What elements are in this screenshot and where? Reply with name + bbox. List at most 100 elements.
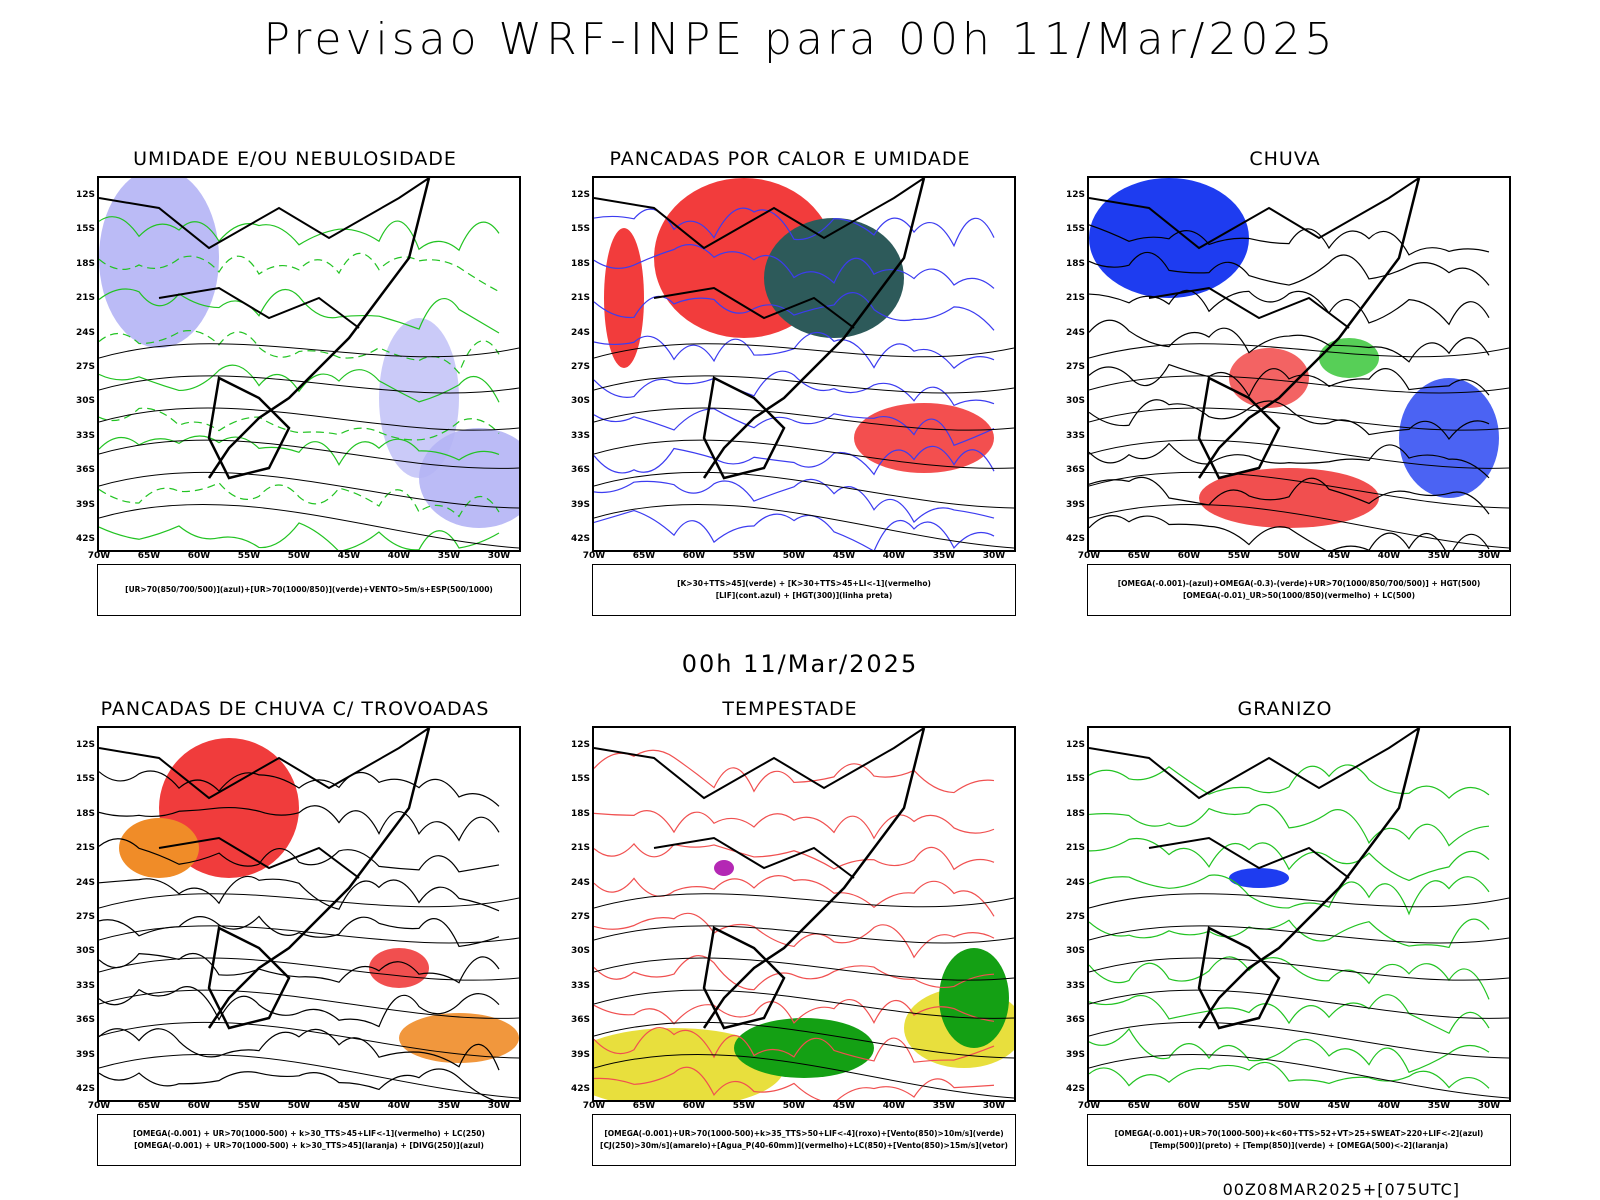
lat-tick-label: 30S bbox=[570, 946, 590, 957]
height-line bbox=[99, 503, 519, 549]
lon-tick-label: 30W bbox=[982, 551, 1006, 561]
height-line bbox=[1089, 375, 1509, 394]
lat-tick-label: 21S bbox=[1065, 293, 1085, 304]
lat-tick-label: 30S bbox=[75, 396, 95, 407]
border-line bbox=[1148, 836, 1350, 879]
lat-tick-label: 27S bbox=[570, 362, 590, 372]
lon-tick-label: 30W bbox=[1477, 551, 1501, 561]
height-line bbox=[99, 1053, 519, 1099]
lat-tick-label: 33S bbox=[570, 980, 590, 991]
coastline bbox=[702, 728, 926, 1029]
lat-tick-label: 36S bbox=[1065, 1015, 1085, 1026]
panel-title: PANCADAS DE CHUVA C/ TROVOADAS bbox=[100, 698, 490, 720]
contour-line bbox=[594, 842, 995, 871]
contour-line bbox=[99, 364, 500, 403]
lat-tick-label: 42S bbox=[570, 534, 590, 544]
contour-line bbox=[594, 332, 995, 369]
legend-line-2: [OMEGA(-0.01)_UR>50(1000/850)(vermelho) … bbox=[1182, 591, 1416, 600]
height-line bbox=[594, 893, 1014, 909]
lon-tick-label: 50W bbox=[287, 551, 311, 561]
lat-tick-label: 42S bbox=[570, 1084, 590, 1094]
lon-tick-label: 60W bbox=[187, 551, 211, 561]
lat-tick-label: 24S bbox=[75, 327, 95, 338]
legend-line-1: [OMEGA(-0.001)+UR>70(1000-500)+k<60+TTS>… bbox=[1114, 1129, 1484, 1138]
lat-tick-label: 24S bbox=[1065, 327, 1085, 338]
lon-tick-label: 65W bbox=[1127, 551, 1151, 561]
legend-line-2: [Temp(500)](preto) + [Temp(850)](verde) … bbox=[1149, 1141, 1449, 1150]
height-line bbox=[594, 503, 1014, 549]
lon-tick-label: 55W bbox=[732, 551, 756, 561]
wind-area bbox=[734, 1018, 874, 1078]
border-line bbox=[99, 728, 430, 800]
lon-tick-label: 45W bbox=[832, 1101, 856, 1111]
thunderstorm-area bbox=[399, 1013, 519, 1063]
legend-line-2: [OMEGA(-0.001) + UR>70(1000-500) + k>30_… bbox=[134, 1141, 484, 1150]
lon-tick-label: 45W bbox=[832, 551, 856, 561]
contour-line bbox=[99, 770, 500, 807]
contour-line bbox=[594, 445, 995, 476]
valid-time-subtitle: 00h 11/Mar/2025 bbox=[681, 650, 919, 678]
lat-tick-label: 33S bbox=[75, 980, 95, 991]
lat-tick-label: 36S bbox=[75, 465, 95, 476]
contour-line bbox=[1089, 994, 1490, 1035]
lat-tick-label: 39S bbox=[1065, 1049, 1085, 1060]
map-canvas bbox=[1089, 178, 1509, 550]
lat-tick-label: 18S bbox=[1065, 258, 1085, 269]
contour-line bbox=[594, 509, 995, 550]
lon-tick-label: 35W bbox=[932, 1101, 956, 1111]
lat-tick-label: 12S bbox=[1065, 740, 1085, 750]
panel-legend: [UR>70(850/700/500)](azul)+[UR>70(1000/8… bbox=[97, 564, 521, 616]
wind-area bbox=[939, 948, 1009, 1048]
height-line bbox=[99, 439, 519, 469]
height-line bbox=[1089, 1021, 1509, 1059]
lon-tick-label: 45W bbox=[337, 1101, 361, 1111]
contour-line bbox=[99, 838, 500, 873]
panel-title: GRANIZO bbox=[1237, 698, 1333, 720]
lat-tick-label: 42S bbox=[1065, 1084, 1085, 1094]
contour-line bbox=[1089, 251, 1490, 286]
border-line bbox=[207, 926, 291, 1030]
lon-tick-label: 65W bbox=[137, 1101, 161, 1111]
contour-line bbox=[99, 522, 500, 550]
lon-tick-label: 35W bbox=[1427, 551, 1451, 561]
border-line bbox=[1148, 286, 1350, 329]
height-line bbox=[594, 375, 1014, 394]
height-line bbox=[1089, 893, 1509, 909]
border-line bbox=[702, 376, 786, 480]
border-line bbox=[1197, 926, 1281, 1030]
lat-tick-label: 12S bbox=[75, 740, 95, 750]
lat-tick-label: 12S bbox=[1065, 190, 1085, 200]
height-line bbox=[1089, 503, 1509, 549]
lat-tick-label: 15S bbox=[75, 224, 95, 235]
legend-line-2: [LIF](cont.azul) + [HGT(300)](linha pret… bbox=[715, 591, 893, 600]
contour-line bbox=[594, 912, 995, 959]
lon-tick-label: 55W bbox=[732, 1101, 756, 1111]
lon-tick-label: 60W bbox=[682, 1101, 706, 1111]
lat-tick-label: 12S bbox=[75, 190, 95, 200]
lon-tick-label: 50W bbox=[287, 1101, 311, 1111]
convective-area bbox=[854, 403, 994, 473]
lat-tick-label: 27S bbox=[1065, 362, 1085, 372]
panel-legend: [K>30+TTS>45](verde) + [K>30+TTS>45+LI<-… bbox=[592, 564, 1016, 616]
hail-area bbox=[1229, 868, 1289, 888]
lat-tick-label: 39S bbox=[75, 1049, 95, 1060]
contour-line bbox=[594, 408, 995, 447]
lat-tick-label: 42S bbox=[1065, 534, 1085, 544]
height-line bbox=[1089, 407, 1509, 431]
panel-chuva: CHUVA [OMEGA(-0.001)-(azul)+OMEGA(-0.3)-… bbox=[1055, 148, 1515, 628]
lat-tick-label: 18S bbox=[1065, 808, 1085, 819]
thunderstorm-area bbox=[369, 948, 429, 988]
lon-tick-label: 55W bbox=[237, 551, 261, 561]
lon-tick-label: 40W bbox=[1377, 1101, 1401, 1111]
lat-tick-label: 18S bbox=[570, 808, 590, 819]
contour-line bbox=[99, 805, 500, 842]
humidity-area bbox=[379, 318, 459, 478]
lon-tick-label: 40W bbox=[387, 1101, 411, 1111]
contour-line bbox=[1089, 363, 1490, 398]
height-line bbox=[1089, 989, 1509, 1019]
contour-line bbox=[99, 252, 500, 293]
border-line bbox=[1089, 178, 1420, 250]
lon-tick-label: 50W bbox=[782, 1101, 806, 1111]
contour-line bbox=[99, 875, 500, 912]
lon-tick-label: 55W bbox=[1227, 1101, 1251, 1111]
